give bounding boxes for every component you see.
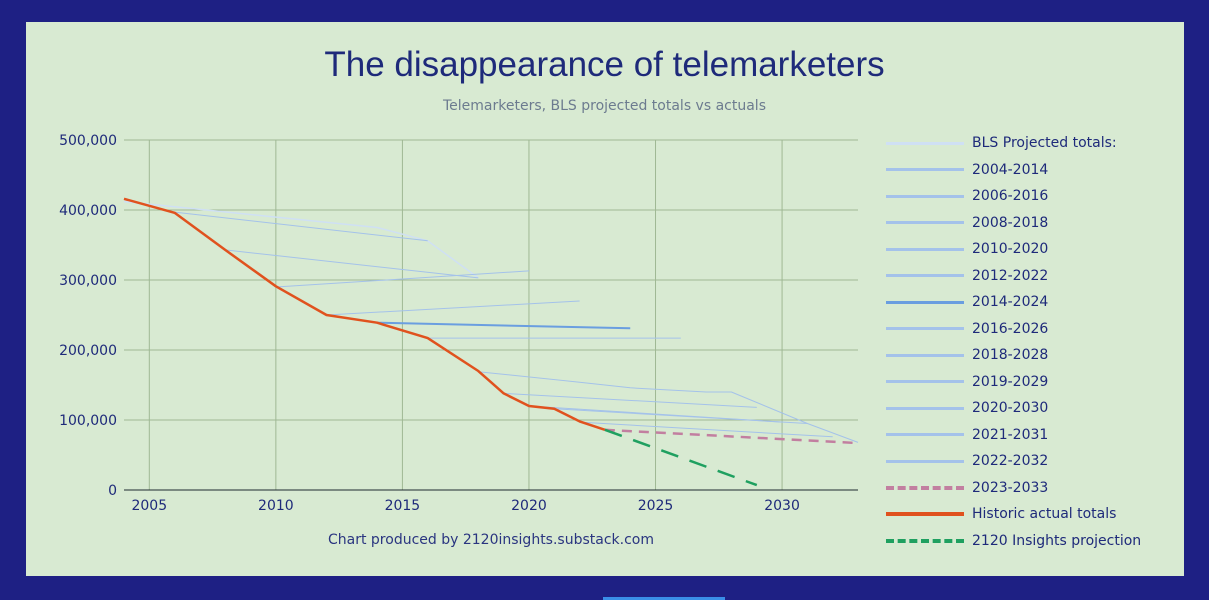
legend-label: 2018-2028 — [972, 347, 1049, 364]
legend-item: 2016-2026 — [886, 316, 1186, 343]
legend-swatch — [886, 141, 964, 145]
legend-swatch — [886, 221, 964, 225]
legend-swatch — [886, 274, 964, 278]
legend-swatch — [886, 380, 964, 384]
series-line-14 — [123, 197, 606, 431]
x-tick-label: 2030 — [764, 498, 800, 514]
y-tick-label: 500,000 — [59, 133, 117, 149]
series-line-1 — [174, 211, 428, 242]
legend-item: 2020-2030 — [886, 395, 1186, 422]
legend-swatch — [886, 247, 964, 251]
legend-label: 2120 Insights projection — [972, 532, 1142, 549]
legend-item: 2019-2029 — [886, 369, 1186, 396]
legend-swatch — [886, 433, 964, 437]
chart-panel — [26, 22, 1184, 576]
legend-item: 2021-2031 — [886, 422, 1186, 449]
legend-label: 2022-2032 — [972, 453, 1049, 470]
legend-item: 2006-2016 — [886, 183, 1186, 210]
chart-credit: Chart produced by 2120insights.substack.… — [328, 532, 654, 548]
legend-item: 2010-2020 — [886, 236, 1186, 263]
series-line-2 — [225, 249, 479, 279]
series-line-9 — [503, 392, 757, 408]
legend-label: 2006-2016 — [972, 188, 1049, 205]
series-line-6 — [377, 321, 631, 330]
legend-label: 2008-2018 — [972, 214, 1049, 231]
legend-label: 2014-2024 — [972, 294, 1049, 311]
legend-item: 2008-2018 — [886, 210, 1186, 237]
y-tick-label: 0 — [108, 483, 117, 499]
series-line-0 — [123, 200, 479, 279]
x-tick-label: 2015 — [385, 498, 421, 514]
x-tick-label: 2020 — [511, 498, 547, 514]
legend-item: Historic actual totals — [886, 501, 1186, 528]
legend-item: BLS Projected totals: — [886, 130, 1186, 157]
legend-label: Historic actual totals — [972, 506, 1117, 523]
legend-swatch — [886, 194, 964, 198]
legend-label: BLS Projected totals: — [972, 135, 1117, 152]
legend-swatch — [886, 327, 964, 331]
x-tick-label: 2010 — [258, 498, 294, 514]
legend-swatch — [886, 459, 964, 463]
series-line-12 — [579, 421, 833, 438]
x-tick-label: 2025 — [638, 498, 674, 514]
legend-swatch — [886, 538, 964, 543]
series-line-4 — [326, 300, 580, 316]
legend-label: 2004-2014 — [972, 161, 1049, 178]
y-tick-label: 400,000 — [59, 203, 117, 219]
window-edge-bar — [603, 597, 725, 600]
x-tick-label: 2005 — [131, 498, 167, 514]
series-line-3 — [275, 270, 530, 288]
series-line-11 — [554, 408, 859, 443]
legend-swatch — [886, 406, 964, 410]
chart-title: The disappearance of telemarketers — [324, 45, 885, 84]
legend-label: 2010-2020 — [972, 241, 1049, 258]
series-line-8 — [478, 371, 808, 424]
legend-label: 2021-2031 — [972, 426, 1049, 443]
y-tick-label: 100,000 — [59, 413, 117, 429]
series-line-15 — [604, 428, 758, 487]
legend-label: 2020-2030 — [972, 400, 1049, 417]
legend-item: 2014-2024 — [886, 289, 1186, 316]
y-tick-label: 300,000 — [59, 273, 117, 289]
legend-item: 2120 Insights projection — [886, 528, 1186, 555]
legend-swatch — [886, 485, 964, 490]
legend: BLS Projected totals: 2004-2014 2006-2016 2… — [886, 130, 1186, 554]
legend-label: 2023-2033 — [972, 479, 1049, 496]
legend-label: 2016-2026 — [972, 320, 1049, 337]
legend-item: 2012-2022 — [886, 263, 1186, 290]
legend-item: 2023-2033 — [886, 475, 1186, 502]
legend-swatch — [886, 353, 964, 357]
legend-swatch — [886, 168, 964, 172]
legend-swatch — [886, 300, 964, 304]
legend-label: 2012-2022 — [972, 267, 1049, 284]
legend-label: 2019-2029 — [972, 373, 1049, 390]
legend-item: 2022-2032 — [886, 448, 1186, 475]
y-tick-label: 200,000 — [59, 343, 117, 359]
legend-swatch — [886, 512, 964, 517]
series-line-13 — [604, 428, 859, 445]
legend-item: 2004-2014 — [886, 157, 1186, 184]
chart-subtitle: Telemarketers, BLS projected totals vs a… — [442, 98, 766, 114]
legend-item: 2018-2028 — [886, 342, 1186, 369]
